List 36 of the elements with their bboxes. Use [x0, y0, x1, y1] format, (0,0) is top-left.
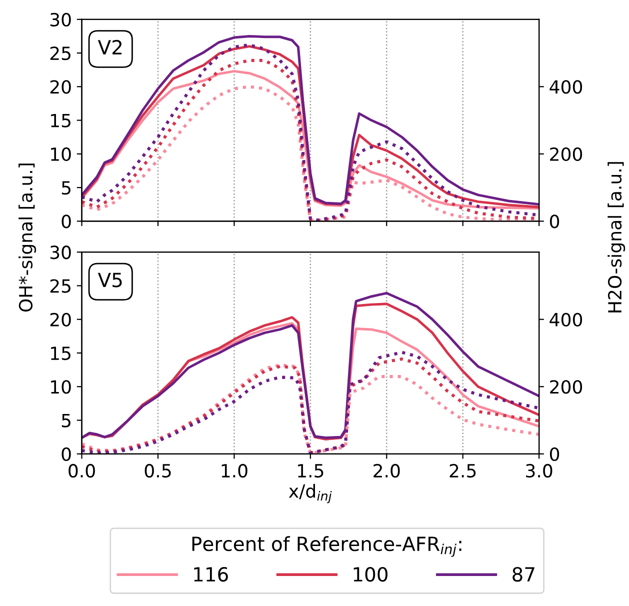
y-tick-label: 0	[62, 214, 71, 228]
y-tick-label: 5	[62, 414, 70, 428]
x-tick-label: 2.0	[374, 464, 400, 478]
annotation: V2	[98, 40, 122, 54]
x-tick-label: 1.5	[298, 464, 324, 478]
x-axis-title: x/d$_{inj}$	[288, 484, 332, 504]
y-tick-label: 10	[51, 147, 71, 162]
legend-title: Percent of Reference-AFR$_{inj}$:	[192, 536, 462, 557]
y-tick-label: 0	[62, 447, 71, 462]
y-tick-label: 15	[51, 346, 70, 360]
y2-tick-label: 0	[550, 447, 560, 462]
y-tick-label: 25	[50, 279, 70, 293]
y2-tick-label: 200	[550, 380, 582, 394]
x-tick-label: 2.5	[450, 464, 476, 478]
y-tick-label: 30	[50, 12, 71, 27]
annotation: V5	[98, 272, 122, 288]
y2-tick-label: 200	[550, 147, 582, 162]
y2-tick-label: 0	[550, 214, 560, 228]
y-tick-label: 20	[50, 312, 71, 326]
legend-label: 87	[512, 566, 534, 582]
y-tick-label: 10	[51, 380, 71, 394]
y-axis-title: OH*-signal [a.u.]	[18, 164, 36, 312]
x-tick-label: 0.5	[144, 464, 171, 478]
legend-label: 100	[354, 566, 388, 582]
y2-tick-label: 400	[550, 80, 582, 94]
y-tick-label: 5	[62, 181, 70, 195]
y-tick-label: 15	[51, 114, 70, 128]
y2-axis-title: H2O-signal [a.u.]	[608, 162, 626, 312]
y-tick-label: 30	[50, 246, 71, 260]
y-tick-label: 25	[50, 46, 70, 60]
y-tick-label: 20	[50, 80, 71, 94]
x-tick-label: 1.0	[222, 464, 248, 478]
y2-tick-label: 400	[550, 312, 582, 326]
x-tick-label: 0.0	[68, 464, 95, 478]
legend-label: 116	[194, 566, 228, 582]
x-tick-label: 3.0	[526, 464, 552, 478]
